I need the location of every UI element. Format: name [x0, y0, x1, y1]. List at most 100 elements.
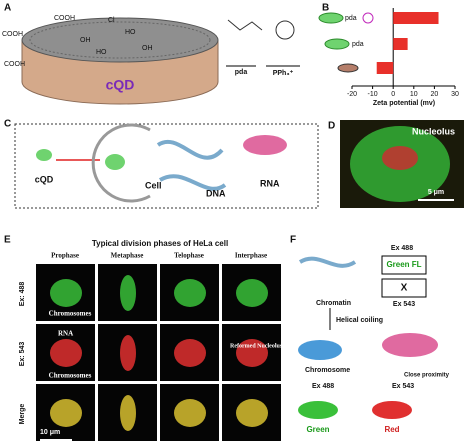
panel-label: D — [328, 121, 335, 132]
dot-top — [21, 17, 219, 63]
annotation: Reformed Nucleolus — [230, 343, 283, 349]
cell-image — [120, 275, 136, 311]
dot-icon — [318, 12, 344, 24]
chromatin-label: Chromatin — [316, 300, 351, 307]
group: COOH — [2, 31, 23, 38]
group: COOH — [4, 61, 25, 68]
x-tick-label: -20 — [347, 91, 357, 98]
plus-icon — [362, 12, 374, 24]
box — [14, 123, 319, 209]
rna-image — [382, 333, 438, 357]
bar — [393, 38, 408, 50]
scale-label: 5 μm — [428, 189, 444, 196]
pda-structure — [227, 19, 263, 31]
panel-title: Typical division phases of HeLa cell — [92, 239, 228, 248]
group: OH — [142, 45, 153, 52]
row-header: Ex: 488 — [19, 282, 26, 307]
panel-label: E — [4, 235, 11, 246]
column-header: Metaphase — [111, 252, 144, 260]
panel-b: B pda pda Zeta potential (mv) -20 -10 0 10 2… — [318, 3, 459, 107]
scale-label: 10 μm — [40, 429, 60, 436]
chromosome-image — [298, 340, 342, 360]
cell-image — [174, 279, 206, 307]
column-header: Interphase — [235, 252, 267, 260]
chromatin — [298, 256, 357, 268]
group: HO — [125, 29, 136, 36]
group: OH — [80, 37, 91, 44]
row-label: pda — [352, 41, 364, 48]
annotation: RNA — [58, 330, 73, 338]
panel-c: C cQD Cell DNA RNA — [4, 119, 319, 209]
annotation: Chromosomes — [49, 372, 92, 380]
green-label: Green — [306, 425, 329, 434]
bar — [376, 62, 394, 74]
cell-image — [174, 339, 206, 367]
x-tick-label: 10 — [410, 91, 418, 98]
dot-icon — [36, 149, 52, 161]
row-header: Merge — [19, 404, 26, 425]
group: COOH — [54, 15, 75, 22]
bar — [393, 12, 439, 24]
panel-label: C — [4, 119, 11, 130]
pph-label: PPh₃⁺ — [273, 70, 294, 77]
pph-structure — [275, 20, 295, 40]
cell-image — [174, 399, 206, 427]
cell-image — [236, 399, 268, 427]
ex-label: Ex 543 — [393, 301, 415, 308]
panel-label: F — [290, 235, 296, 246]
proximity-label: Close proximity — [404, 373, 450, 379]
coiling-label: Helical coiling — [336, 317, 383, 324]
lattice — [29, 21, 211, 59]
cell-image — [50, 279, 82, 307]
panel-f: F Ex 488 Green FL X Ex 543 Chromatin Hel… — [290, 235, 450, 434]
green-fl: Green FL — [386, 260, 421, 269]
dna — [156, 139, 224, 160]
column-header: Telophase — [174, 252, 204, 260]
column-header: Prophase — [51, 252, 79, 260]
ex-label: Ex 488 — [312, 383, 334, 390]
box — [381, 255, 427, 275]
dot-label: cQD — [106, 77, 135, 93]
red-label: Red — [384, 425, 399, 434]
x-tick-label: 0 — [391, 91, 395, 98]
nucleolus-label: Nucleolus — [412, 126, 455, 136]
annotation: Chromosomes — [49, 310, 92, 318]
dna-label: DNA — [206, 188, 226, 198]
cell-image — [120, 395, 136, 431]
x-tick-label: 30 — [451, 91, 459, 98]
dot-icon — [337, 63, 359, 73]
chromosome-green — [298, 401, 338, 419]
panel-d: D Nucleolus 5 μm — [328, 120, 464, 208]
x-tick-label: 20 — [431, 91, 439, 98]
cell-label: Cell — [145, 180, 162, 190]
dot-icon — [105, 154, 125, 170]
cell-image — [50, 339, 82, 367]
cell-image — [236, 339, 268, 367]
row-label: pda — [345, 15, 357, 22]
ex-label: Ex 488 — [391, 245, 413, 252]
pda-label: pda — [235, 69, 248, 76]
x-label: X — [401, 283, 408, 294]
x-tick-label: -10 — [368, 91, 378, 98]
group: Cl — [108, 17, 115, 24]
cell-image — [236, 279, 268, 307]
panel-a: A COOH COOH Cl OH HO OH HO COOH cQD pda … — [2, 3, 300, 105]
cell-membrane — [91, 123, 151, 203]
nucleolus-image — [382, 146, 418, 170]
dna — [158, 174, 227, 191]
row-header: Ex: 543 — [19, 342, 26, 367]
cqd-label: cQD — [35, 174, 54, 184]
chromosome-red — [372, 401, 412, 419]
panel-e: E Typical division phases of HeLa cell P… — [4, 235, 283, 441]
rna — [243, 135, 287, 155]
box — [381, 278, 427, 298]
panel-label: B — [322, 3, 329, 14]
chromosome-label: Chromosome — [305, 367, 350, 374]
panel-label: A — [4, 3, 11, 14]
group: HO — [96, 49, 107, 56]
x-axis-title: Zeta potential (mv) — [373, 100, 435, 107]
ex-label: Ex 543 — [392, 383, 414, 390]
rna-label: RNA — [260, 178, 280, 188]
